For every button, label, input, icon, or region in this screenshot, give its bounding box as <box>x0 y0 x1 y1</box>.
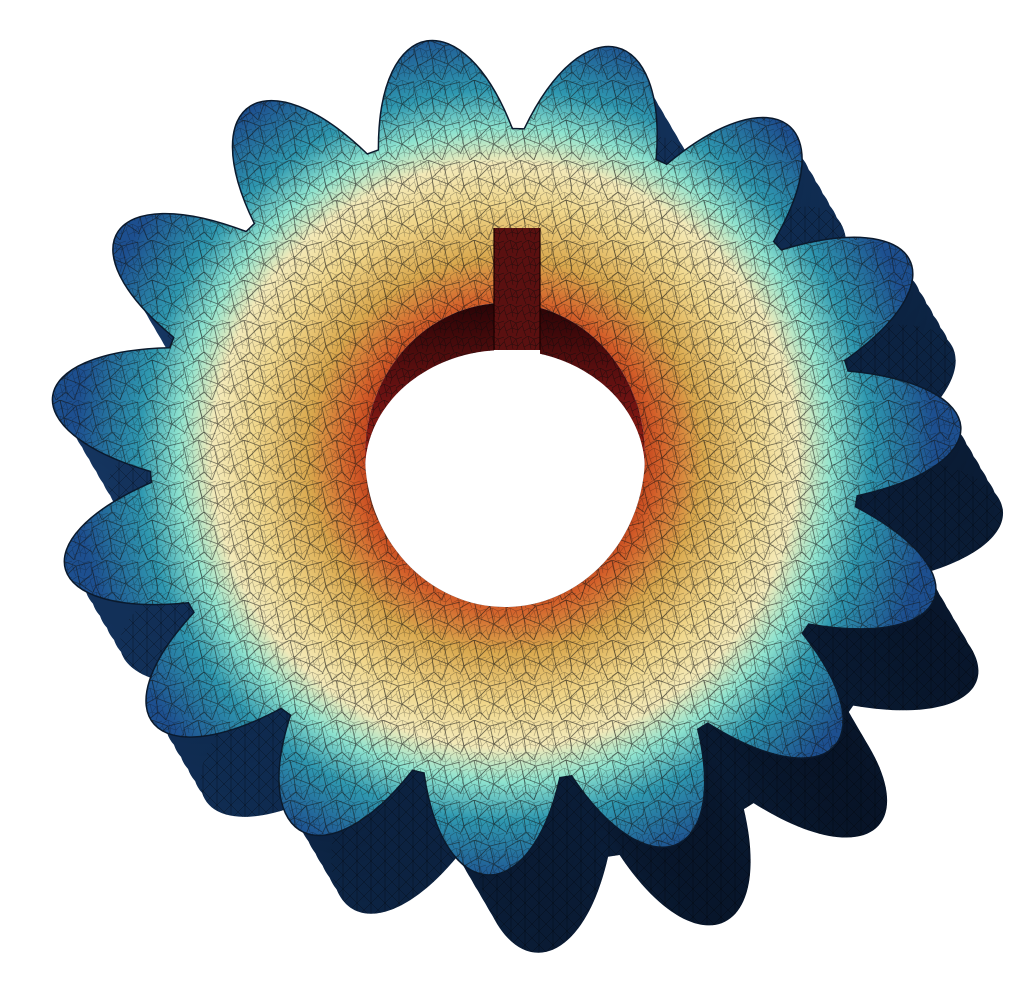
gear-bore <box>365 303 645 607</box>
keyway-slot <box>493 228 541 398</box>
